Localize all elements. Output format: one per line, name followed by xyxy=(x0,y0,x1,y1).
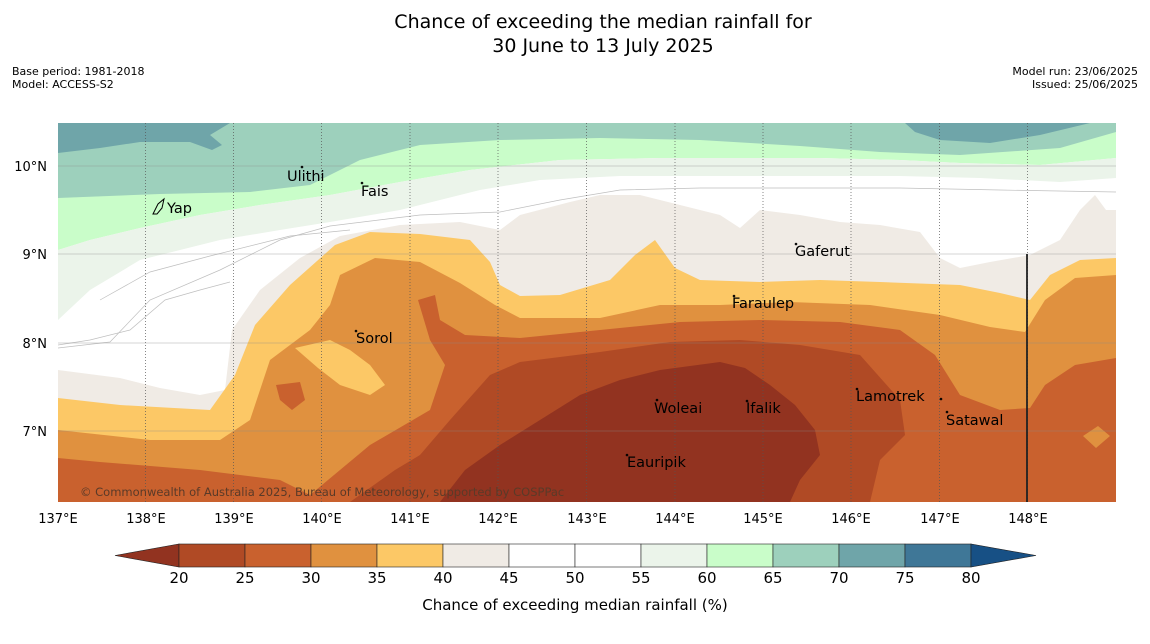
colorbar-segment xyxy=(574,543,642,568)
colorbar xyxy=(114,543,1037,568)
place-label-fais: Fais xyxy=(361,184,388,200)
band-70-75 xyxy=(58,123,1116,198)
band-75-80-west xyxy=(58,123,230,153)
longitude-labels: 137°E 138°E 139°E 140°E 141°E 142°E 143°… xyxy=(38,512,1048,527)
colorbar-segment xyxy=(706,543,774,568)
title-line-2: 30 June to 13 July 2025 xyxy=(492,35,714,57)
lon-label-142e: 142°E xyxy=(478,512,518,527)
colorbar-segment xyxy=(244,543,312,568)
colorbar-tick-label: 40 xyxy=(433,569,452,587)
place-label-lamotrek: Lamotrek xyxy=(856,389,925,405)
place-label-faraulep: Faraulep xyxy=(732,296,794,312)
copyright-notice: © Commonwealth of Australia 2025, Bureau… xyxy=(80,485,564,499)
lat-label-7n: 7°N xyxy=(23,425,48,440)
place-label-sorol: Sorol xyxy=(356,331,393,347)
band-40-45-inner xyxy=(295,340,385,395)
lon-label-137e: 137°E xyxy=(38,512,78,527)
lat-label-8n: 8°N xyxy=(23,337,48,352)
colorbar-segment xyxy=(640,543,708,568)
place-label-ifalik: Ifalik xyxy=(746,401,781,417)
lon-label-141e: 141°E xyxy=(390,512,430,527)
lon-label-140e: 140°E xyxy=(302,512,342,527)
colorbar-segment xyxy=(772,543,840,568)
colorbar-segment xyxy=(838,543,906,568)
colorbar-tick-label: 20 xyxy=(169,569,188,587)
colorbar-tick-label: 45 xyxy=(499,569,518,587)
model-name: Model: ACCESS-S2 xyxy=(12,78,114,91)
band-20-25 xyxy=(440,362,820,502)
colorbar-tick-label: 55 xyxy=(631,569,650,587)
island-markers xyxy=(152,165,949,457)
metadata-left: Base period: 1981-2018 Model: ACCESS-S2 xyxy=(12,65,144,91)
colorbar-tick-labels: 20 25 30 35 40 45 50 55 60 65 70 75 80 xyxy=(169,569,980,587)
colorbar-tick-label: 75 xyxy=(895,569,914,587)
colorbar-tick-label: 70 xyxy=(829,569,848,587)
band-30-35-spot xyxy=(276,382,305,410)
lon-label-147e: 147°E xyxy=(920,512,960,527)
metadata-right: Model run: 23/06/2025 Issued: 25/06/2025 xyxy=(1012,65,1138,91)
lon-label-148e: 148°E xyxy=(1008,512,1048,527)
colorbar-segment xyxy=(310,543,378,568)
place-label-woleai: Woleai xyxy=(654,401,702,417)
colorbar-tick-label: 65 xyxy=(763,569,782,587)
colorbar-tick-label: 25 xyxy=(235,569,254,587)
colorbar-tick-label: 60 xyxy=(697,569,716,587)
base-period: Base period: 1981-2018 xyxy=(12,65,145,78)
colorbar-label: Chance of exceeding median rainfall (%) xyxy=(422,596,727,614)
model-run: Model run: 23/06/2025 xyxy=(1012,65,1138,78)
colorbar-extend-low xyxy=(114,543,180,568)
place-label-satawal: Satawal xyxy=(946,413,1003,429)
place-label-eauripik: Eauripik xyxy=(627,455,686,471)
latitude-lines xyxy=(58,165,1116,432)
colorbar-segment xyxy=(442,543,510,568)
map-title: Chance of exceeding the median rainfall … xyxy=(0,10,1150,58)
lon-label-139e: 139°E xyxy=(214,512,254,527)
lon-label-146e: 146°E xyxy=(831,512,871,527)
colorbar-tick-label: 50 xyxy=(565,569,584,587)
band-35-40-east-spot xyxy=(1083,426,1110,448)
map-plot-area: © Commonwealth of Australia 2025, Bureau… xyxy=(58,123,1116,502)
lon-label-143e: 143°E xyxy=(567,512,607,527)
lon-label-144e: 144°E xyxy=(655,512,695,527)
issue-date: Issued: 25/06/2025 xyxy=(1031,78,1138,91)
place-labels: Yap Ulithi Fais Gaferut Faraulep Sorol W… xyxy=(166,169,1003,471)
lon-label-145e: 145°E xyxy=(743,512,783,527)
colorbar-segment xyxy=(178,543,246,568)
contour-lines xyxy=(58,187,1116,349)
colorbar-extend-high xyxy=(970,543,1037,568)
place-label-yap: Yap xyxy=(166,201,192,217)
colorbar-tick-label: 30 xyxy=(301,569,320,587)
lon-label-138e: 138°E xyxy=(126,512,166,527)
title-line-1: Chance of exceeding the median rainfall … xyxy=(394,11,812,33)
latitude-labels: 10°N 9°N 8°N 7°N xyxy=(14,160,47,440)
band-55-60 xyxy=(58,158,1116,320)
lat-label-9n: 9°N xyxy=(23,248,48,263)
place-label-ulithi: Ulithi xyxy=(287,169,325,185)
lat-label-10n: 10°N xyxy=(14,160,47,175)
colorbar-tick-label: 80 xyxy=(961,569,980,587)
colorbar-tick-label: 35 xyxy=(367,569,386,587)
colorbar-segment xyxy=(508,543,576,568)
place-label-gaferut: Gaferut xyxy=(795,244,850,260)
graticule xyxy=(145,123,1028,502)
colorbar-segment xyxy=(376,543,444,568)
colorbar-segment xyxy=(904,543,972,568)
band-75-80-east xyxy=(905,123,1090,143)
